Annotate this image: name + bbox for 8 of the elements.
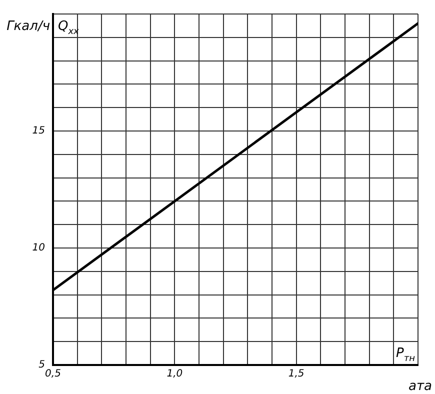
y-axis-title: Гкал/ч <box>6 19 50 34</box>
x-tick-label: 1,5 <box>288 368 304 380</box>
y-tick-label: 15 <box>32 126 45 137</box>
x-tick-label: 1,0 <box>166 368 183 380</box>
y-tick-label: 10 <box>32 242 45 254</box>
x-axis-title: ата <box>408 379 432 394</box>
y-tick-label: 5 <box>38 360 45 371</box>
x-tick-label: 0,5 <box>45 368 61 380</box>
